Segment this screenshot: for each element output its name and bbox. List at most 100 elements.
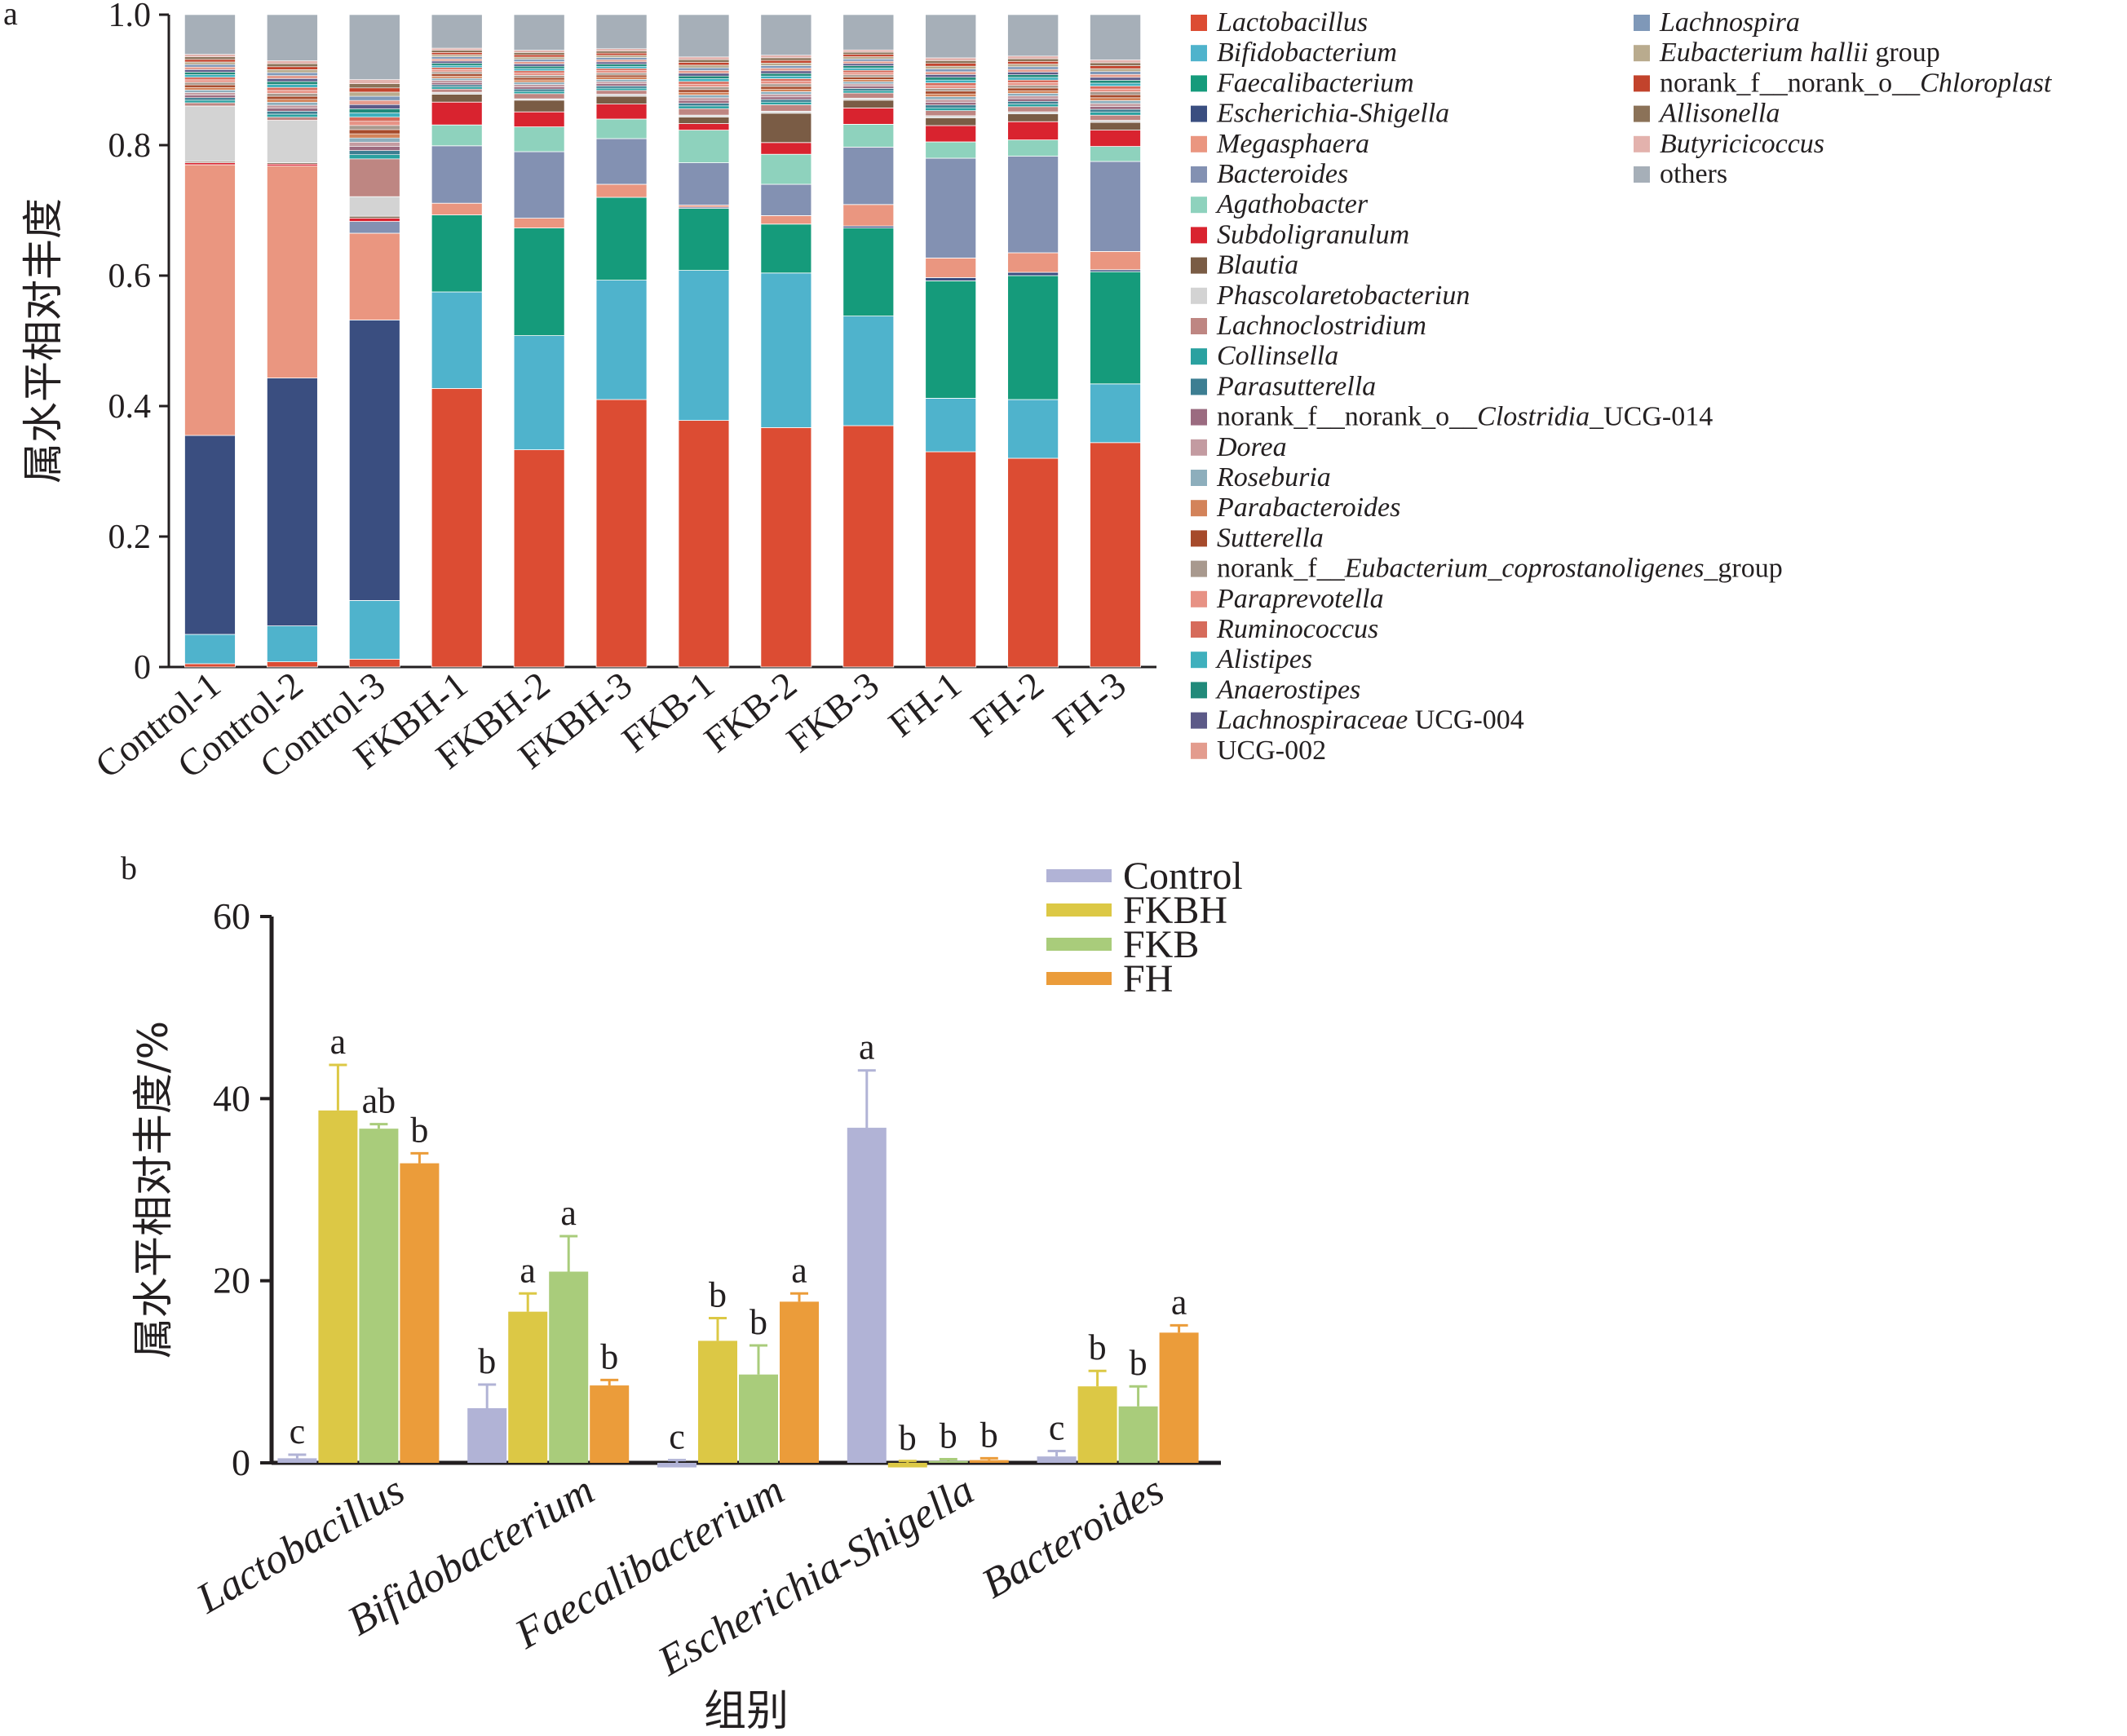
y-tick-label: 0 [134, 649, 151, 687]
bar-segment-minor-genus [184, 69, 236, 73]
legend-label: UCG-002 [1217, 735, 1326, 766]
bar-segment-minor-genus [1007, 82, 1059, 86]
bar-segment-minor-genus [678, 75, 730, 79]
bar-segment-bifidobacterium [595, 280, 648, 400]
bar-segment-escherichia-shigella [1007, 272, 1059, 276]
bar-segment-bacteroides [1090, 161, 1141, 252]
bar-segment-minor-genus [760, 62, 812, 66]
legend-item-others: others [1634, 159, 1727, 189]
bar-segment-minor-genus [267, 84, 318, 88]
bar-segment-others [925, 14, 977, 59]
legend-swatch [1046, 869, 1112, 882]
bar-segment-agathobacter [431, 124, 483, 147]
legend-swatch [1634, 15, 1650, 31]
bar-segment-minor-genus [760, 101, 812, 105]
bar-segment-minor-genus [678, 89, 730, 93]
bar-group-escherichia-shigella: ab b b [847, 1027, 1009, 1468]
x-tick-label: FH-1 [881, 664, 969, 745]
legend-swatch [1634, 45, 1650, 62]
legend-swatch [1191, 742, 1207, 759]
bar-segment-minor-genus [1090, 80, 1141, 84]
bar-segment-lachnoclostridium [842, 92, 895, 99]
bar-segment-minor-genus [1090, 108, 1141, 113]
bar-segment-minor-genus [925, 74, 977, 78]
bar-segment-minor-genus [513, 65, 565, 69]
bar-fh [590, 1385, 630, 1463]
y-tick-label: 0.4 [108, 388, 152, 426]
bar-segment-subdoligranulum [1090, 130, 1141, 148]
legend-item-parabacteroides: Parabacteroides [1191, 493, 1400, 523]
legend-label-part: Subdoligranulum [1217, 219, 1409, 250]
legend-label: Phascolaretobacteriun [1216, 280, 1470, 311]
legend-label-part: norank_f__norank_o__ [1660, 68, 1921, 98]
legend-item-bifidobacterium: Bifidobacterium [1191, 38, 1397, 68]
bar-segment-bacteroides [678, 162, 730, 206]
bar-segment-others [678, 14, 730, 58]
bar-segment-minor-genus [1007, 77, 1059, 81]
bar-segment-minor-genus [184, 59, 236, 63]
bar-segment-phascolaretobacteriun [266, 120, 318, 164]
bar-segment-minor-genus [1090, 94, 1141, 99]
bar-segment-minor-genus [267, 86, 318, 91]
stacked-bar-fkb-2 [760, 14, 812, 668]
legend-label: Control [1123, 855, 1243, 898]
bar-segment-minor-genus [348, 142, 400, 147]
bar-segment-minor-genus [678, 59, 730, 63]
legend-label: Lachnospiraceae UCG-004 [1216, 705, 1524, 735]
bar-segment-minor-genus [513, 52, 565, 55]
bar-segment-subdoligranulum [513, 111, 565, 127]
bar-segment-minor-genus [760, 55, 812, 59]
bar-segment-minor-genus [678, 70, 730, 74]
bar-fkb [739, 1374, 778, 1463]
bar-segment-escherichia-shigella [184, 435, 236, 635]
legend-label-part: Parabacteroides [1216, 493, 1400, 523]
legend-label-part: UCG-002 [1217, 735, 1326, 766]
bar-segment-minor-genus [513, 86, 565, 90]
bar-segment-minor-genus [267, 102, 318, 106]
legend-label-part: Lachnospira [1659, 7, 1800, 38]
legend-label-part: Eubacterium hallii [1659, 38, 1868, 68]
bar-segment-minor-genus [348, 137, 400, 143]
bar-segment-minor-genus [1007, 74, 1059, 78]
bar-segment-minor-genus [184, 86, 236, 91]
bar-segment-minor-genus [1090, 86, 1141, 90]
legend-item-allisonella: Allisonella [1634, 99, 1780, 129]
bar-segment-minor-genus [760, 68, 812, 72]
legend-label: FKB [1123, 923, 1199, 966]
bar-segment-minor-genus [595, 61, 648, 64]
bar-segment-bifidobacterium [678, 270, 730, 422]
bar-segment-minor-genus [267, 78, 318, 82]
bar-segment-minor-genus [184, 97, 236, 101]
legend-swatch [1191, 712, 1207, 729]
legend-label: Faecalibacterium [1216, 68, 1414, 98]
legend-label-part: Allisonella [1658, 99, 1780, 129]
bar-segment-subdoligranulum [348, 218, 400, 223]
bar-segment-minor-genus [760, 73, 812, 77]
bar-segment-lactobacillus [513, 449, 565, 668]
legend-item-norank-f-norank-o-chloroplast: norank_f__norank_o__Chloroplast [1634, 68, 2053, 98]
bar-segment-minor-genus [348, 83, 400, 89]
bar-segment-others [267, 14, 318, 61]
significance-letter: b [1089, 1327, 1107, 1367]
y-tick-label: 0.2 [108, 519, 152, 556]
bar-segment-subdoligranulum [431, 101, 483, 126]
legend-label-part: group [1868, 38, 1940, 68]
legend-label: Anaerostipes [1215, 674, 1360, 705]
significance-letter: b [600, 1336, 618, 1376]
legend-label-part: Parasutterella [1216, 371, 1376, 401]
bar-segment-minor-genus [595, 86, 648, 89]
legend-label-part: Roseburia [1216, 462, 1331, 493]
legend-item-fkb: FKB [1046, 923, 1199, 966]
bar-segment-minor-genus [1007, 66, 1059, 70]
bar-segment-lactobacillus [1007, 457, 1059, 668]
legend-label: Megasphaera [1216, 129, 1369, 159]
legend-item-fkbh: FKBH [1046, 889, 1227, 932]
bar-segment-minor-genus [267, 63, 318, 68]
legend-swatch [1191, 348, 1207, 365]
bar-segment-others [760, 14, 812, 55]
legend-item-blautia: Blautia [1191, 250, 1298, 280]
legend-label-part: Alistipes [1215, 644, 1312, 674]
bar-segment-minor-genus [1090, 106, 1141, 110]
bar-segment-lactobacillus [266, 661, 318, 668]
